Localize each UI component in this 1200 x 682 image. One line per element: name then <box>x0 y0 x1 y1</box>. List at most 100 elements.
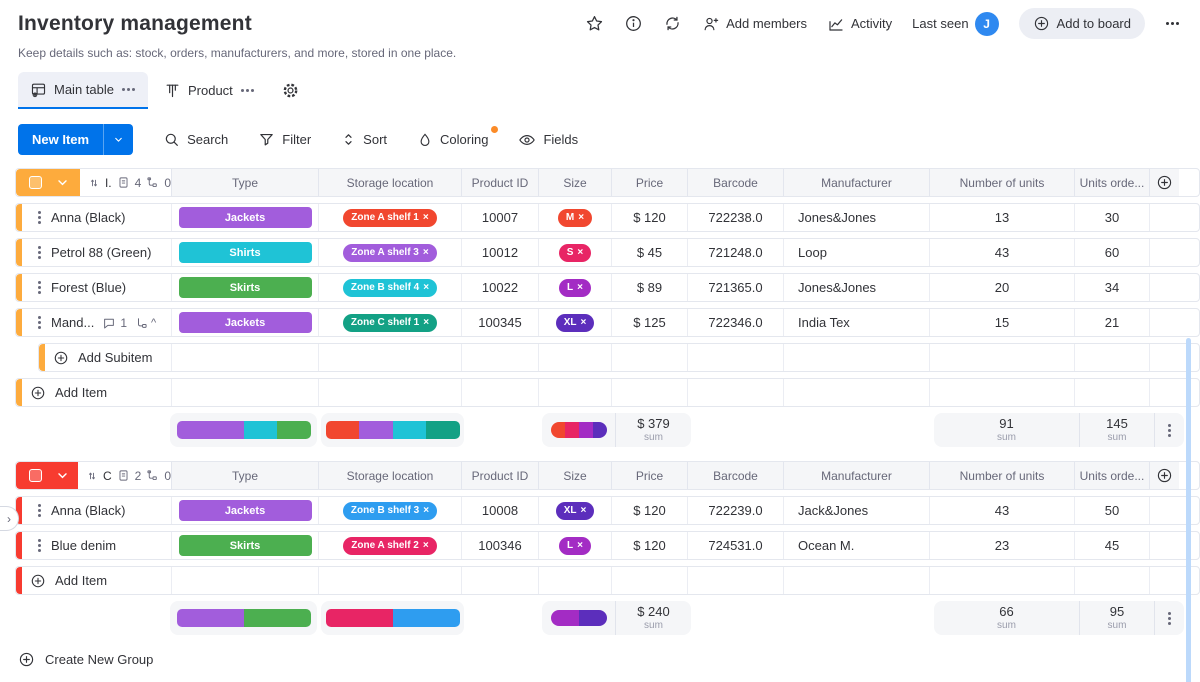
subitems-toggle[interactable]: ^ <box>135 316 156 330</box>
tab-main-table[interactable]: Main table <box>18 72 148 109</box>
item-name[interactable]: Blue denim <box>51 538 117 553</box>
units-cell[interactable]: 13 <box>929 204 1074 231</box>
vertical-scrollbar[interactable] <box>1186 338 1191 682</box>
units-cell[interactable]: 15 <box>929 309 1074 336</box>
type-cell[interactable]: Jackets <box>171 204 318 231</box>
type-pill[interactable]: Jackets <box>178 207 312 228</box>
column-header-type[interactable]: Type <box>171 169 318 196</box>
last-seen[interactable]: Last seen J <box>912 11 999 36</box>
add-column-button[interactable] <box>1150 174 1179 191</box>
product-id-cell[interactable]: 100345 <box>461 309 538 336</box>
type-pill[interactable]: Jackets <box>178 500 312 521</box>
manufacturer-cell[interactable]: Loop <box>783 239 929 266</box>
item-name[interactable]: Petrol 88 (Green) <box>51 245 152 260</box>
storage-cell[interactable]: Zone A shelf 2 × <box>318 532 461 559</box>
item-name-cell[interactable]: Blue denim <box>16 532 171 559</box>
product-id-cell[interactable]: 10008 <box>461 497 538 524</box>
type-pill[interactable]: Skirts <box>178 535 312 556</box>
storage-cell[interactable]: Zone A shelf 3 × <box>318 239 461 266</box>
manufacturer-cell[interactable]: Jones&Jones <box>783 274 929 301</box>
type-cell[interactable]: Skirts <box>171 532 318 559</box>
add-item-button[interactable]: Add Item <box>30 573 107 589</box>
summary-menu[interactable] <box>1154 601 1184 635</box>
size-cell[interactable]: M × <box>538 204 611 231</box>
storage-tag[interactable]: Zone A shelf 1 × <box>343 208 437 227</box>
storage-tag[interactable]: Zone B shelf 4 × <box>342 278 438 297</box>
barcode-cell[interactable]: 721248.0 <box>687 239 783 266</box>
price-cell[interactable]: $ 45 <box>611 239 687 266</box>
type-distribution[interactable] <box>170 413 317 447</box>
item-name[interactable]: Anna (Black) <box>51 210 126 225</box>
chat-badge[interactable]: 1 <box>102 316 127 330</box>
column-header-storage[interactable]: Storage location <box>318 462 461 489</box>
reorder-icon[interactable] <box>86 470 98 482</box>
tab-product[interactable]: Product <box>152 73 267 108</box>
type-pill[interactable]: Shirts <box>178 242 312 263</box>
storage-distribution[interactable] <box>321 601 464 635</box>
ordered-cell[interactable]: 30 <box>1074 204 1149 231</box>
units-cell[interactable]: 43 <box>929 239 1074 266</box>
item-name-cell[interactable]: Forest (Blue) <box>16 274 171 301</box>
storage-tag[interactable]: Zone A shelf 2 × <box>343 536 437 555</box>
column-header-units[interactable]: Number of units <box>929 462 1074 489</box>
size-cell[interactable]: XL × <box>538 497 611 524</box>
add-item-button[interactable]: Add Item <box>30 385 107 401</box>
ordered-cell[interactable]: 50 <box>1074 497 1149 524</box>
item-name-cell[interactable]: Mand... 1 ^ <box>16 309 171 336</box>
units-cell[interactable]: 23 <box>929 532 1074 559</box>
remove-icon[interactable]: × <box>423 505 430 516</box>
search-button[interactable]: Search <box>163 131 228 148</box>
column-header-ordered[interactable]: Units orde... <box>1074 462 1149 489</box>
price-cell[interactable]: $ 120 <box>611 204 687 231</box>
price-sum[interactable]: $ 379 sum <box>615 413 691 447</box>
storage-cell[interactable]: Zone B shelf 3 × <box>318 497 461 524</box>
type-cell[interactable]: Shirts <box>171 239 318 266</box>
manufacturer-cell[interactable]: Jack&Jones <box>783 497 929 524</box>
group2-checkbox[interactable] <box>29 469 42 482</box>
expand-panel-button[interactable]: › <box>0 506 19 531</box>
units-cell[interactable]: 43 <box>929 497 1074 524</box>
ordered-sum[interactable]: 145 sum <box>1079 413 1154 447</box>
add-to-board-button[interactable]: Add to board <box>1018 8 1145 39</box>
add-members-button[interactable]: Add members <box>702 15 807 33</box>
group1-title[interactable]: I. <box>104 175 112 190</box>
type-pill[interactable]: Jackets <box>178 312 312 333</box>
units-cell[interactable]: 20 <box>929 274 1074 301</box>
group1-collapse-block[interactable] <box>16 169 80 196</box>
barcode-cell[interactable]: 722239.0 <box>687 497 783 524</box>
tab-main-menu-icon[interactable] <box>126 88 130 91</box>
price-cell[interactable]: $ 120 <box>611 532 687 559</box>
add-subitem-button[interactable]: Add Subitem <box>53 350 152 366</box>
column-header-storage[interactable]: Storage location <box>318 169 461 196</box>
item-menu-icon[interactable] <box>38 286 41 289</box>
item-name-cell[interactable]: Anna (Black) <box>16 497 171 524</box>
type-pill[interactable]: Skirts <box>178 277 312 298</box>
ordered-cell[interactable]: 34 <box>1074 274 1149 301</box>
units-sum[interactable]: 66 sum <box>934 601 1079 635</box>
column-header-price[interactable]: Price <box>611 462 687 489</box>
ordered-cell[interactable]: 21 <box>1074 309 1149 336</box>
item-name[interactable]: Mand... <box>51 315 95 330</box>
ordered-sum[interactable]: 95 sum <box>1079 601 1154 635</box>
size-cell[interactable]: L × <box>538 274 611 301</box>
column-header-units[interactable]: Number of units <box>929 169 1074 196</box>
product-id-cell[interactable]: 100346 <box>461 532 538 559</box>
size-distribution[interactable] <box>542 413 615 447</box>
item-name-cell[interactable]: Anna (Black) <box>16 204 171 231</box>
info-icon[interactable] <box>624 14 643 33</box>
barcode-cell[interactable]: 721365.0 <box>687 274 783 301</box>
ordered-cell[interactable]: 45 <box>1074 532 1149 559</box>
units-sum[interactable]: 91 sum <box>934 413 1079 447</box>
new-item-caret-icon[interactable] <box>103 124 133 155</box>
column-header-size[interactable]: Size <box>538 462 611 489</box>
manufacturer-cell[interactable]: Ocean M. <box>783 532 929 559</box>
reorder-icon[interactable] <box>88 177 100 189</box>
storage-tag[interactable]: Zone A shelf 3 × <box>343 243 437 262</box>
create-new-group-button[interactable]: Create New Group <box>18 651 1200 668</box>
item-menu-icon[interactable] <box>38 251 41 254</box>
new-item-label[interactable]: New Item <box>32 132 90 147</box>
favorite-star-icon[interactable] <box>585 14 604 33</box>
item-menu-icon[interactable] <box>38 321 41 324</box>
column-header-barcode[interactable]: Barcode <box>687 169 783 196</box>
item-menu-icon[interactable] <box>38 216 41 219</box>
